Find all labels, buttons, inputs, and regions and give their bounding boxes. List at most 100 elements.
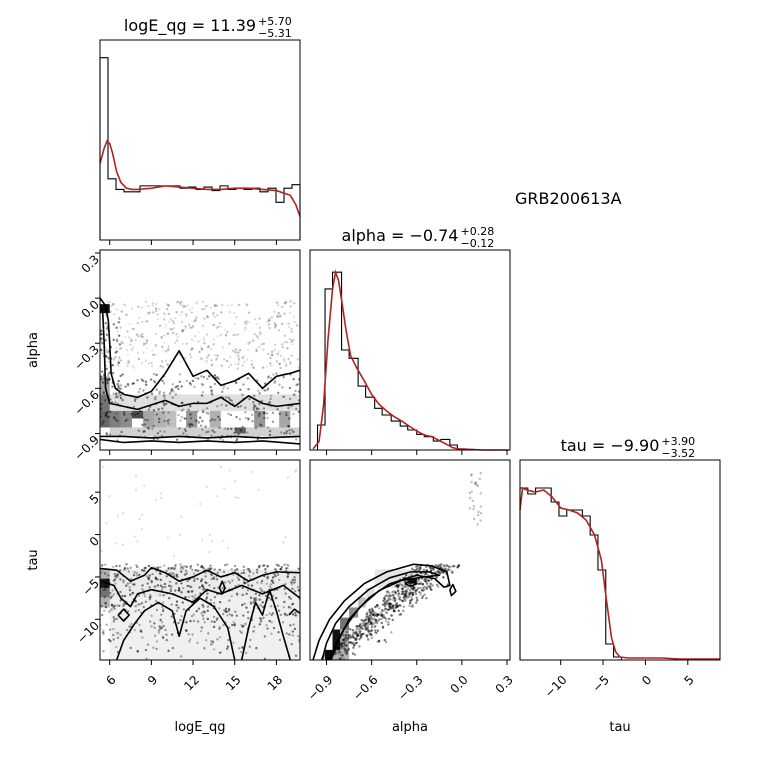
sample-point (279, 315, 282, 318)
sample-point (263, 635, 267, 638)
sample-point (232, 349, 235, 352)
sample-point (412, 568, 415, 572)
sample-point (168, 584, 171, 588)
sample-point (348, 641, 352, 644)
sample-point (392, 609, 396, 613)
sample-point (423, 578, 426, 581)
sample-point (266, 565, 269, 568)
sample-point (159, 578, 163, 582)
sample-point (196, 301, 200, 304)
sample-point (105, 521, 108, 525)
sample-point (111, 589, 114, 592)
sample-point (214, 354, 217, 357)
sample-point (370, 621, 373, 625)
sample-point (212, 343, 215, 346)
sample-point (170, 615, 174, 618)
sample-point (254, 410, 258, 413)
hist-bar (156, 186, 164, 240)
sample-point (383, 605, 387, 608)
sample-point (341, 638, 345, 642)
sample-point (370, 617, 373, 620)
sample-point (190, 348, 193, 352)
sample-point (374, 629, 377, 632)
sample-point (156, 583, 160, 587)
sample-point (384, 601, 387, 605)
sample-point (149, 595, 152, 599)
sample-point (430, 567, 433, 570)
sample-point (423, 579, 426, 582)
sample-point (429, 588, 433, 591)
sample-point (180, 409, 183, 412)
sample-point (221, 303, 224, 307)
sample-point (263, 416, 266, 420)
sample-point (254, 599, 258, 602)
sample-point (116, 515, 120, 518)
sample-point (104, 339, 107, 342)
sample-point (102, 629, 105, 632)
sample-point (184, 327, 187, 331)
sample-point (364, 633, 368, 637)
sample-point (166, 304, 170, 307)
sample-point (479, 471, 482, 475)
sample-point (278, 362, 282, 366)
sample-point (270, 350, 274, 354)
sample-point (200, 348, 203, 351)
sample-point (133, 583, 136, 586)
sample-point (385, 611, 388, 614)
hist-frame (519, 459, 721, 661)
sample-point (116, 573, 119, 576)
sample-point (213, 305, 217, 308)
sample-point (273, 381, 276, 384)
sample-point (479, 505, 483, 508)
sample-point (146, 643, 150, 646)
sample-point (103, 596, 106, 599)
sample-point (444, 567, 448, 570)
sample-point (103, 609, 106, 612)
sample-point (155, 388, 158, 391)
sample-point (238, 630, 242, 633)
sample-point (353, 653, 357, 656)
sample-point (273, 343, 277, 347)
sample-point (130, 338, 134, 342)
sample-point (147, 408, 151, 411)
sample-point (286, 476, 290, 479)
sample-point (414, 590, 417, 593)
sample-point (387, 598, 390, 602)
sample-point (178, 373, 182, 376)
sample-point (180, 582, 183, 585)
sample-point (105, 348, 109, 352)
sample-point (189, 638, 192, 641)
sample-point (104, 322, 108, 325)
sample-point (291, 339, 294, 342)
sample-point (441, 571, 444, 574)
sample-point (197, 331, 200, 334)
sample-point (249, 602, 253, 605)
hist-bar (567, 510, 575, 660)
sample-point (235, 592, 239, 595)
sample-point (116, 382, 119, 386)
sample-point (150, 579, 153, 582)
sample-point (167, 566, 170, 570)
sample-point (287, 357, 290, 361)
sample-point (221, 439, 225, 442)
sample-point (268, 585, 272, 588)
sample-point (113, 618, 116, 621)
sample-point (242, 383, 245, 386)
sample-point (209, 643, 213, 646)
sample-point (132, 405, 136, 409)
sample-point (419, 586, 422, 590)
sample-point (138, 316, 141, 319)
sample-point (235, 437, 239, 441)
sample-point (427, 584, 430, 588)
sample-point (376, 613, 380, 616)
sample-point (117, 359, 120, 362)
sample-point (358, 625, 361, 628)
sample-point (175, 301, 178, 304)
sample-point (217, 607, 221, 610)
sample-point (196, 563, 200, 566)
sample-point (128, 586, 131, 589)
sample-point (128, 337, 132, 340)
sample-point (185, 621, 188, 624)
sample-point (201, 410, 205, 414)
sample-point (351, 633, 355, 636)
